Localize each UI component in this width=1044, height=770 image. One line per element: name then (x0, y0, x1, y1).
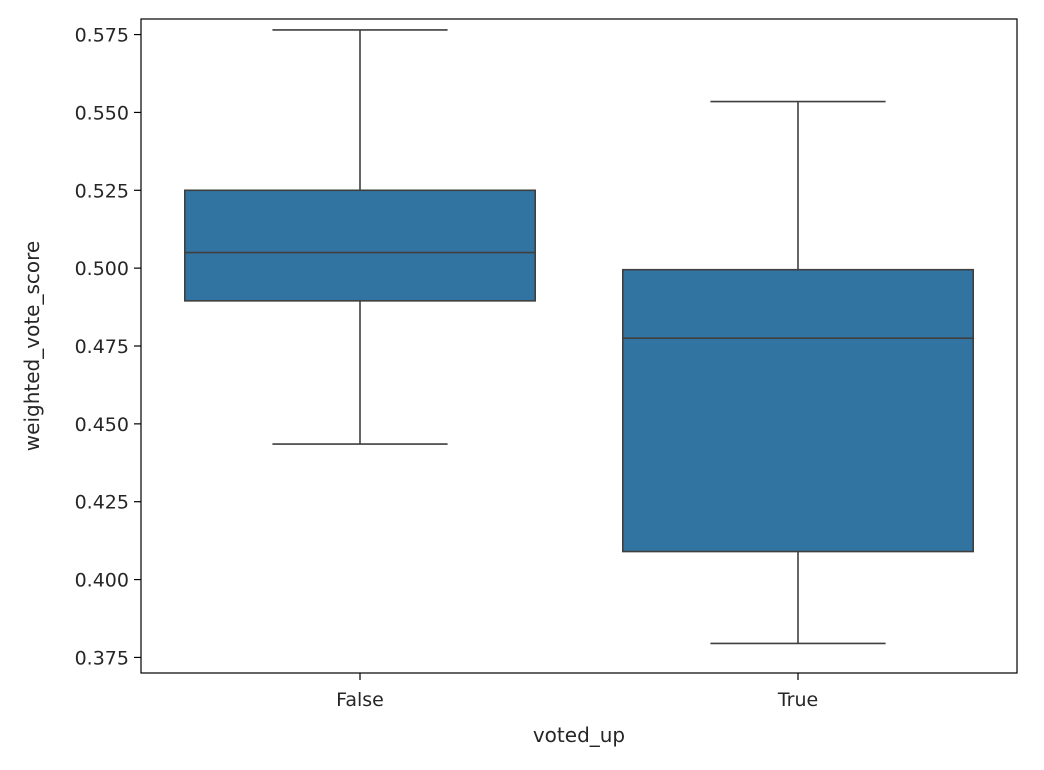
box-group-true (621, 100, 974, 645)
iqr-box-true (621, 268, 974, 553)
y-tick-label: 0.525 (75, 180, 129, 202)
y-tick-label: 0.550 (75, 102, 129, 124)
y-tick-label: 0.450 (75, 414, 129, 436)
iqr-box-false (184, 189, 536, 302)
boxes-layer (184, 29, 974, 645)
y-tick-label: 0.400 (75, 570, 129, 592)
x-tick-label: True (777, 689, 818, 711)
x-axis-label: voted_up (533, 723, 625, 747)
x-tick-label: False (336, 689, 384, 711)
y-tick-label: 0.425 (75, 492, 129, 514)
box-group-false (184, 29, 536, 445)
y-tick-label: 0.475 (75, 336, 129, 358)
y-tick-label: 0.575 (75, 25, 129, 47)
y-axis: 0.375 0.400 0.425 0.450 0.475 0.500 0.525 0.550… (75, 25, 141, 669)
y-axis-label: weighted_vote_score (20, 241, 44, 451)
y-tick-label: 0.500 (75, 258, 129, 280)
x-axis: False True (336, 673, 818, 711)
plot-frame (140, 18, 1018, 674)
y-tick-label: 0.375 (75, 647, 129, 669)
